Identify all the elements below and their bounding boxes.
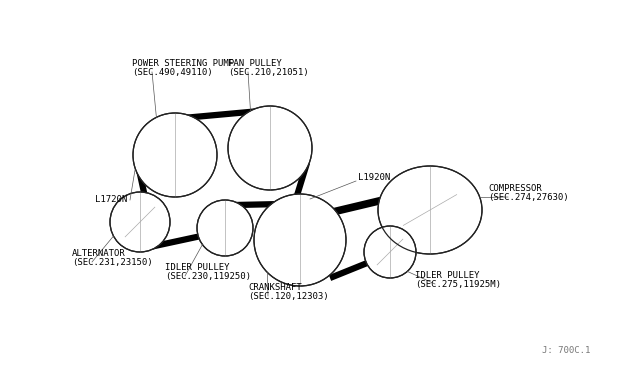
Text: L1720N: L1720N [95,196,127,205]
Text: IDLER PULLEY: IDLER PULLEY [165,263,230,272]
Ellipse shape [254,194,346,286]
Text: (SEC.231,23150): (SEC.231,23150) [72,258,152,267]
Text: (SEC.230,119250): (SEC.230,119250) [165,272,251,281]
Text: J: 700C.1: J: 700C.1 [541,346,590,355]
Text: CRANKSHAFT: CRANKSHAFT [248,283,301,292]
Text: (SEC.120,12303): (SEC.120,12303) [248,292,328,301]
Ellipse shape [133,113,217,197]
Text: COMPRESSOR: COMPRESSOR [488,184,541,193]
Text: ALTERNATOR: ALTERNATOR [72,249,125,258]
Ellipse shape [228,106,312,190]
Ellipse shape [197,200,253,256]
Text: FAN PULLEY: FAN PULLEY [228,59,282,68]
Text: (SEC.274,27630): (SEC.274,27630) [488,193,568,202]
Text: (SEC.490,49110): (SEC.490,49110) [132,68,212,77]
Ellipse shape [378,166,482,254]
Ellipse shape [364,226,416,278]
Text: POWER STEERING PUMP: POWER STEERING PUMP [132,59,234,68]
Text: L1920N: L1920N [358,173,390,183]
Text: (SEC.275,11925M): (SEC.275,11925M) [415,280,501,289]
Ellipse shape [110,192,170,252]
Text: (SEC.210,21051): (SEC.210,21051) [228,68,308,77]
Text: IDLER PULLEY: IDLER PULLEY [415,271,479,280]
